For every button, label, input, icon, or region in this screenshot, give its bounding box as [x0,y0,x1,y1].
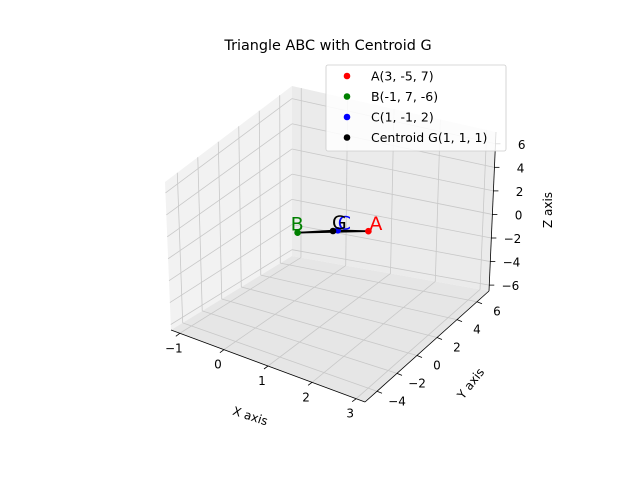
x-gridline [179,257,302,334]
z-gridline [291,173,493,215]
y-gridline [197,157,203,311]
point-label-g: G [332,212,347,234]
y-tick [436,337,443,340]
legend-entry: C(1, -1, 2) [371,110,434,125]
y-gridline [176,172,184,323]
z-gridline [170,249,293,325]
legend-entry: Centroid G(1, 1, 1) [371,130,487,145]
y-gridline [238,126,242,288]
y-gridline [241,286,438,338]
y-gridline [221,298,418,356]
y-gridline [258,110,262,276]
y-gridline [182,322,378,392]
y-tick-label: −4 [388,394,406,408]
y-axis-label: Y axis [454,365,487,402]
x-gridline [479,129,488,290]
y-tick [416,355,423,358]
z-tick-label: −2 [504,232,522,246]
z-axis-line [488,131,497,292]
grid-lines [165,88,496,400]
legend-frame [325,64,507,152]
point-b [294,229,301,236]
x-tick-label: 1 [258,374,266,388]
z-gridline [291,148,494,192]
y-tick [456,319,463,323]
y-tick-label: 0 [433,358,441,372]
legend-marker [343,134,351,141]
x-tick-label: 3 [346,407,354,421]
y-gridline [217,141,223,299]
point-g [329,227,337,235]
x-axis-label: X axis [231,404,270,428]
y-gridline [280,262,478,303]
z-tick-label: −6 [502,279,520,293]
y-tick-label: 2 [453,341,461,355]
point-a [365,227,372,235]
z-gridline [166,148,293,238]
point-label-b: B [291,214,304,236]
y-tick [476,301,483,305]
legend-entry: B(-1, 7, -6) [371,89,438,104]
chart-title: Triangle ABC with Centroid G [223,38,431,54]
triangle-edge [337,229,369,232]
z-gridline [168,198,293,282]
legend-marker [343,113,351,121]
x-gridline [223,265,346,350]
z-tick-label: 2 [516,185,524,199]
x-gridline [311,281,436,383]
data-layer: A B CG [291,212,382,236]
x-tick-label: 2 [302,390,310,404]
y-gridline [260,274,458,321]
z-tick-label: −4 [503,256,521,270]
y-gridline [202,310,398,374]
y-tick [376,390,383,394]
z-gridline [169,224,293,303]
x-tick [263,365,269,370]
y-tick-label: 4 [473,323,481,337]
x-tick [307,382,313,386]
x-tick-label: 0 [214,358,222,372]
z-tick-label: 0 [515,208,523,222]
legend-entry: A(3, -5, 7) [371,69,434,84]
y-axis-line [364,290,490,403]
x-tick [175,332,181,337]
z-tick-label: 6 [518,138,526,152]
point-label-a: A [369,213,382,235]
x-gridline [267,273,391,367]
x-gridline [355,289,481,400]
z-tick-label: 4 [517,161,525,175]
y-tick-label: −2 [408,376,426,390]
x-tick [219,349,225,353]
z-axis-label: Z axis [541,192,555,228]
z-gridline [166,123,293,216]
z-gridline [165,98,293,194]
z-gridline [291,198,492,239]
z-gridline [291,249,490,286]
legend: A(3, -5, 7) B(-1, 7, -6) C(1, -1, 2) Centro… [325,64,507,152]
x-tick [351,398,357,403]
legend-marker [343,72,351,80]
x-tick-label: −1 [165,341,183,355]
z-gridline [167,173,293,260]
legend-marker [343,93,351,100]
y-tick-label: 6 [493,305,501,319]
y-tick [396,372,403,376]
y-gridline [279,95,281,264]
point-label-c: C [338,212,351,234]
